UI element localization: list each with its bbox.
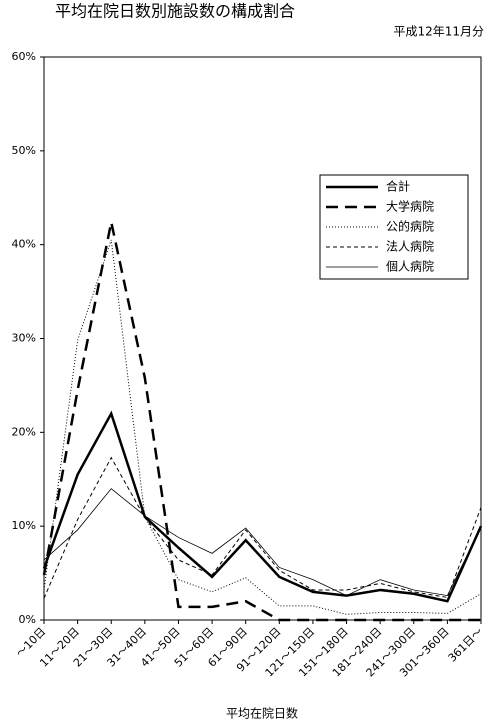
y-tick-label: 0% [19, 613, 36, 626]
series-line [43, 239, 482, 615]
legend-label: 個人病院 [386, 259, 434, 274]
chart-subtitle: 平成12年11月分 [393, 25, 484, 39]
legend-label: 公的病院 [386, 219, 434, 234]
legend-label: 大学病院 [386, 199, 434, 214]
plot-frame [43, 56, 482, 621]
y-tick-label: 40% [12, 238, 36, 251]
legend-label: 合計 [386, 179, 410, 194]
series-line [43, 488, 482, 597]
y-tick-label: 20% [12, 425, 36, 438]
legend-label: 法人病院 [386, 239, 434, 254]
y-tick-label: 60% [12, 50, 36, 63]
y-tick-label: 30% [12, 332, 36, 345]
y-tick-label: 10% [12, 519, 36, 532]
chart-title: 平均在院日数別施設数の構成割合 [55, 2, 295, 21]
series-line [42, 221, 481, 622]
x-tick-label: 361日～ [446, 625, 486, 665]
y-tick-label: 50% [12, 144, 36, 157]
series-line [43, 456, 482, 599]
x-axis-label: 平均在院日数 [226, 706, 298, 721]
series-line [42, 410, 483, 603]
